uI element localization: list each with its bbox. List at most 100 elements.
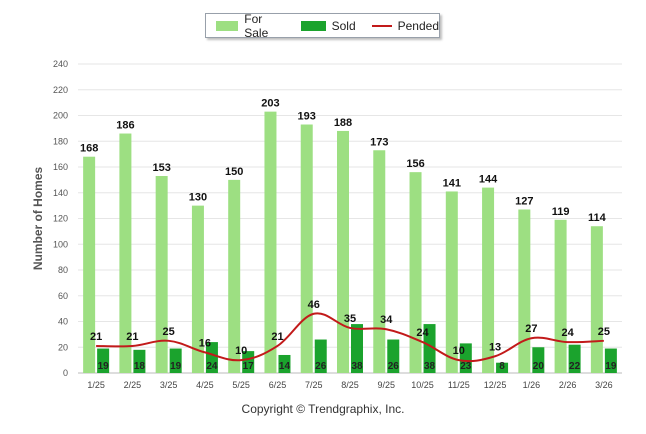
bar-for-sale xyxy=(155,176,168,373)
x-tick-label: 6/25 xyxy=(269,380,287,390)
data-label-for-sale: 119 xyxy=(552,206,570,218)
data-label-pended: 27 xyxy=(525,323,537,335)
data-label-sold: 26 xyxy=(315,361,327,372)
x-tick-label: 1/25 xyxy=(87,380,105,390)
x-tick-label: 2/26 xyxy=(559,380,577,390)
bar-sold xyxy=(496,362,509,373)
bar-for-sale xyxy=(409,172,422,373)
x-tick-label: 10/25 xyxy=(411,380,434,390)
data-label-for-sale: 156 xyxy=(406,158,424,170)
data-label-for-sale: 203 xyxy=(261,98,279,110)
bar-for-sale xyxy=(373,150,386,373)
data-label-sold: 20 xyxy=(533,361,545,372)
bar-sold xyxy=(604,348,617,373)
x-tick-label: 11/25 xyxy=(448,380,470,390)
bar-for-sale xyxy=(590,226,603,373)
bar-for-sale xyxy=(119,133,132,373)
data-label-sold: 19 xyxy=(98,361,110,372)
bar-sold xyxy=(205,342,218,373)
data-label-sold: 8 xyxy=(499,361,505,372)
data-label-pended: 10 xyxy=(235,345,247,357)
y-tick-label: 120 xyxy=(53,214,68,224)
bar-sold xyxy=(278,354,291,373)
x-tick-label: 9/25 xyxy=(378,380,396,390)
data-label-pended: 21 xyxy=(126,331,138,343)
bar-sold xyxy=(169,348,182,373)
legend-swatch-pended xyxy=(371,24,392,27)
data-label-sold: 38 xyxy=(424,361,436,372)
data-label-sold: 18 xyxy=(134,361,146,372)
legend-label-pended: Pended xyxy=(397,18,439,33)
y-tick-label: 40 xyxy=(58,317,68,327)
bar-sold xyxy=(97,348,110,373)
y-tick-label: 20 xyxy=(58,342,68,352)
bar-for-sale xyxy=(191,205,204,373)
x-tick-label: 1/26 xyxy=(523,380,541,390)
data-label-pended: 21 xyxy=(271,331,283,343)
legend-swatch-for-sale xyxy=(216,20,239,31)
bar-sold xyxy=(314,339,327,373)
data-label-sold: 19 xyxy=(605,361,617,372)
legend-label-sold: Sold xyxy=(331,18,356,33)
y-tick-label: 160 xyxy=(53,162,68,172)
x-tick-label: 12/25 xyxy=(484,380,507,390)
bar-sold xyxy=(532,347,545,373)
x-tick-label: 2/25 xyxy=(124,380,142,390)
bar-sold xyxy=(568,344,581,373)
bar-for-sale xyxy=(518,209,531,373)
data-label-for-sale: 168 xyxy=(80,143,98,155)
data-label-for-sale: 153 xyxy=(152,162,170,174)
data-label-sold: 22 xyxy=(569,361,581,372)
data-label-sold: 38 xyxy=(351,361,363,372)
data-label-pended: 25 xyxy=(598,326,610,338)
data-label-pended: 25 xyxy=(163,326,175,338)
bar-for-sale xyxy=(445,191,458,373)
data-label-pended: 24 xyxy=(416,327,429,339)
y-tick-label: 200 xyxy=(53,111,68,121)
bar-sold xyxy=(459,343,472,373)
data-label-for-sale: 188 xyxy=(334,117,352,129)
data-label-pended: 35 xyxy=(344,313,356,325)
y-tick-label: 0 xyxy=(63,368,68,378)
legend-label-for-sale: For Sale xyxy=(244,11,269,40)
bar-sold xyxy=(242,351,255,373)
bar-sold xyxy=(423,324,436,373)
data-label-sold: 24 xyxy=(206,361,218,372)
copyright-text: Copyright © Trendgraphix, Inc. xyxy=(241,402,405,416)
data-label-sold: 23 xyxy=(460,361,472,372)
line-pended xyxy=(96,312,604,363)
legend-item-pended[interactable]: Pended xyxy=(371,18,439,33)
data-label-pended: 13 xyxy=(489,341,501,353)
bar-sold xyxy=(133,349,146,373)
y-tick-label: 180 xyxy=(53,136,68,146)
y-tick-label: 220 xyxy=(53,85,68,95)
data-label-for-sale: 130 xyxy=(189,192,207,204)
legend-item-for-sale[interactable]: For Sale xyxy=(216,12,285,40)
y-axis-title: Number of Homes xyxy=(31,167,45,271)
bar-for-sale xyxy=(337,130,349,373)
data-label-sold: 19 xyxy=(170,361,182,372)
bar-for-sale xyxy=(482,187,495,373)
bar-for-sale xyxy=(300,124,313,373)
data-label-pended: 21 xyxy=(90,331,102,343)
data-label-sold: 17 xyxy=(243,361,255,372)
data-label-pended: 24 xyxy=(561,327,574,339)
data-label-pended: 10 xyxy=(453,345,465,357)
data-label-pended: 34 xyxy=(380,314,393,326)
data-label-for-sale: 173 xyxy=(370,136,388,148)
y-tick-label: 140 xyxy=(53,188,68,198)
bar-sold xyxy=(351,324,363,373)
y-tick-label: 240 xyxy=(53,59,68,69)
y-tick-label: 60 xyxy=(58,291,68,301)
bar-sold xyxy=(387,339,400,373)
x-tick-label: 3/25 xyxy=(160,380,178,390)
data-label-for-sale: 193 xyxy=(298,111,316,123)
legend-item-sold[interactable]: Sold xyxy=(300,18,356,33)
data-label-for-sale: 144 xyxy=(479,174,498,186)
data-label-pended: 46 xyxy=(308,299,320,311)
data-label-for-sale: 127 xyxy=(515,195,533,207)
x-tick-label: 7/25 xyxy=(305,380,323,390)
data-label-sold: 26 xyxy=(388,361,400,372)
data-label-for-sale: 186 xyxy=(116,120,134,132)
